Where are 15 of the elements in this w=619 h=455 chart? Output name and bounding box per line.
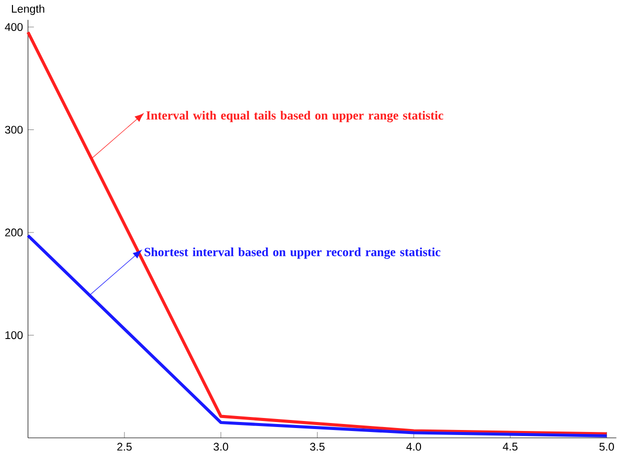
line-series — [26, 30, 608, 436]
y-tick-label: 100 — [5, 331, 23, 339]
x-tick-label: 3.0 — [214, 442, 228, 451]
y-tick-label: 200 — [5, 228, 23, 236]
x-tick-label: 3.5 — [310, 442, 325, 451]
x-tick-label: 5.0 — [599, 442, 614, 451]
y-axis-title: Length — [12, 4, 44, 15]
x-tick-label: 4.5 — [502, 442, 518, 450]
x-tick-label: 4.0 — [406, 442, 422, 451]
annotation: Shortest interval based on upper record range statistic — [144, 247, 440, 259]
annotation: Interval with equal tails based on upper range statistic — [146, 110, 444, 122]
x-tick-label: 2.5 — [117, 442, 132, 451]
y-tick-label: 300 — [5, 126, 23, 134]
y-tick-label: 400 — [4, 22, 23, 31]
line-series — [26, 234, 608, 438]
